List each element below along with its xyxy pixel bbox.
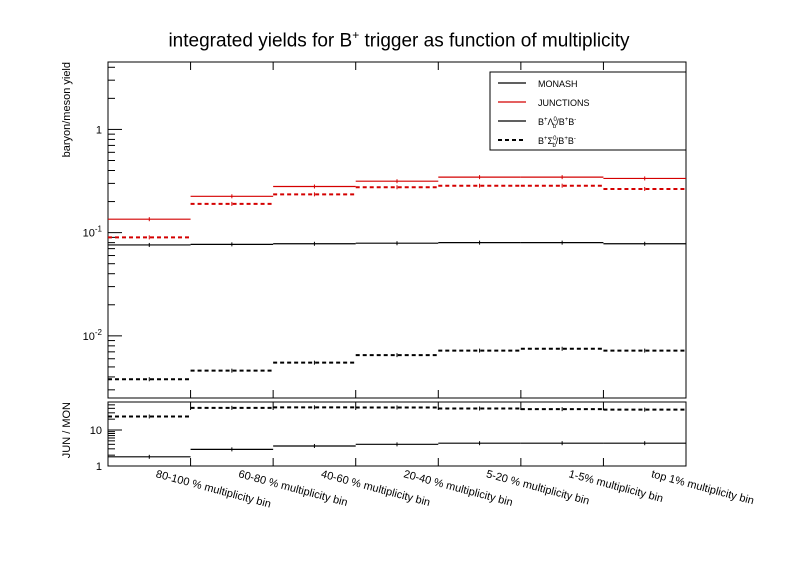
legend-label: B+Λ0 b/B+B- [538,117,576,130]
ratio-panel: 1 10 JUN / MON [61,401,687,473]
ratio-panel-y-axis-label: JUN / MON [61,402,73,458]
top-panel-series-1 [108,183,686,240]
top-panel-y-axis-label: baryon/meson yield [61,62,73,157]
legend-label: JUNCTIONS [538,98,590,108]
top-panel-y-tick-label: 10-2 [83,328,103,343]
top-panel-series-3 [108,346,686,382]
top-panel-frame [107,61,687,399]
ratio-panel-y-tick-label: 1 [96,461,102,473]
chart-title-suffix: trigger as function of multiplicity [359,30,630,52]
ratio-panel-series-1 [108,405,686,419]
chart-title: integrated yields for B+ trigger as func… [0,28,798,52]
top-panel-series-0 [108,175,686,222]
legend-label: MONASH [538,79,578,89]
legend-label: B+Σ0 b/B+B- [538,136,576,149]
top-panel-y-tick-label: 10-1 [83,225,103,240]
legend: MONASH JUNCTIONS B+Λ0 b/B+B- B+Σ0 b/B+B- [489,71,687,151]
top-panel: 1 10-1 10-2 baryon/meson yield [61,61,687,399]
ratio-panel-series-0 [108,441,686,459]
top-panel-y-tick-label: 1 [96,124,102,136]
chart-title-superscript: + [352,28,360,42]
ratio-panel-frame [107,401,687,467]
ratio-panel-y-tick-label: 10 [90,425,102,437]
legend-box [489,71,687,151]
x-tick-label: top 1% multiplicity bin [650,468,755,507]
top-panel-series-2 [108,240,686,247]
chart-title-prefix: integrated yields for B [168,30,353,52]
